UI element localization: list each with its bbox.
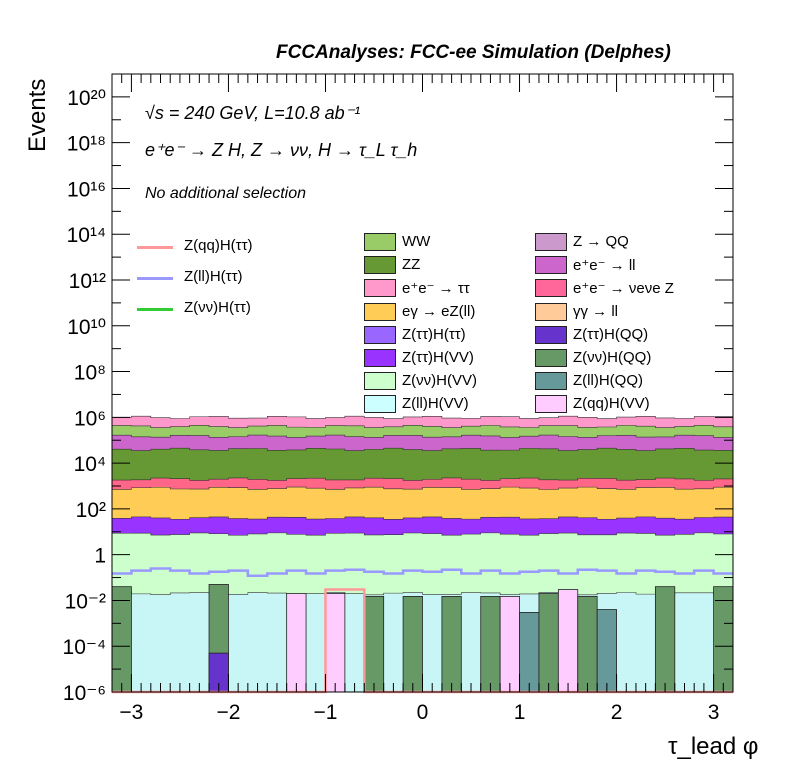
legend-label: Z(ττ)H(ττ) — [402, 325, 466, 343]
x-tick-label: −2 — [216, 701, 240, 724]
y-tick-label: 10⁻⁶ — [63, 682, 106, 705]
process-label: e⁺e⁻ → Z H, Z → νν, H → τ_L τ_h — [145, 140, 418, 160]
legend-swatch — [364, 302, 396, 321]
bin-bar-23 — [557, 589, 579, 693]
y-tick-label: 10⁻⁴ — [63, 636, 106, 659]
legend-swatch — [364, 233, 396, 251]
energy-label: √s = 240 GeV, L=10.8 ab⁻¹ — [145, 103, 361, 123]
legend-label: Z(ττ)H(QQ) — [573, 325, 649, 343]
y-tick-label: 10⁶ — [74, 407, 106, 430]
legend-label: eγ → eZ(ll) — [402, 302, 476, 320]
bin-bar-15 — [402, 596, 423, 693]
bin-bar-13 — [363, 596, 385, 693]
legend-label: WW — [402, 233, 431, 250]
y-tick-label: 10⁻² — [65, 590, 106, 613]
legend-swatch — [364, 395, 396, 414]
y-tick-label: 10⁴ — [74, 453, 106, 476]
x-tick-label: 0 — [417, 701, 429, 724]
legend-label: Z(νν)H(VV) — [402, 372, 477, 390]
x-tick-label: 1 — [514, 701, 526, 724]
y-tick-label: 10¹⁸ — [67, 133, 106, 156]
x-axis-label: τ_lead φ — [668, 733, 759, 760]
bin-bar-9 — [286, 593, 307, 693]
x-tick-label: 3 — [708, 701, 720, 724]
legend-swatch — [364, 349, 396, 367]
chart-header: FCCAnalyses: FCC-ee Simulation (Delphes) — [276, 42, 671, 63]
legend-swatch — [535, 372, 567, 391]
x-tick-label: 2 — [611, 701, 623, 724]
legend-label: Z(ll)H(VV) — [402, 395, 469, 413]
legend-label: Z(qq)H(ττ) — [184, 237, 253, 254]
legend-swatch — [364, 256, 396, 275]
selection-label: No additional selection — [145, 185, 306, 202]
y-tick-label: 10² — [76, 499, 106, 522]
y-tick-label: 10¹⁴ — [67, 224, 106, 247]
y-tick-label: 10¹² — [69, 270, 106, 293]
signal-line-ll — [112, 567, 733, 577]
legend-label: Z → QQ — [573, 233, 629, 250]
legend-swatch — [535, 256, 567, 275]
legend-line-2 — [137, 308, 173, 311]
legend-label: Z(ll)H(QQ) — [573, 372, 643, 390]
y-axis-label: Events — [24, 78, 51, 152]
legend-line-1 — [137, 277, 173, 280]
y-tick-label: 10²⁰ — [67, 87, 106, 110]
bin-bar-25 — [596, 609, 617, 693]
bin-bar-21 — [519, 612, 540, 693]
bin-bar-22 — [538, 593, 559, 693]
legend-label: Z(νν)H(ττ) — [184, 299, 251, 316]
y-tick-label: 10¹⁰ — [67, 316, 106, 339]
y-tick-label: 10¹⁶ — [67, 178, 106, 201]
legend-line-0 — [137, 246, 173, 249]
bin-bar-17 — [441, 596, 462, 693]
legend-swatch — [364, 279, 396, 298]
legend-label: Z(ll)H(ττ) — [184, 268, 243, 285]
bin-bar-20 — [499, 596, 520, 693]
legend-label: Z(νν)H(QQ) — [573, 349, 652, 366]
legend-label: e⁺e⁻ → ττ — [402, 280, 470, 298]
legend-swatch — [535, 279, 567, 298]
y-tick-label: 1 — [94, 545, 106, 568]
legend-swatch — [364, 325, 396, 344]
bin-bar-19 — [480, 596, 501, 693]
legend-swatch — [535, 395, 567, 414]
legend-label: γγ → ll — [573, 302, 618, 320]
bin-bar-11 — [325, 593, 346, 693]
legend-swatch — [535, 325, 567, 344]
legend-swatch — [535, 349, 567, 367]
legend-label: Z(qq)H(VV) — [573, 395, 650, 413]
legend-label: e⁺e⁻ → νeνe Z — [573, 280, 674, 298]
legend-label: Z(ττ)H(VV) — [402, 349, 474, 366]
legend-swatch — [535, 233, 567, 251]
legend-label: e⁺e⁻ → ll — [573, 257, 636, 275]
bin-bar-24 — [577, 596, 598, 693]
legend-label: ZZ — [402, 256, 421, 274]
bin-bar-28 — [654, 586, 676, 693]
bin-bar-0 — [111, 586, 132, 693]
x-tick-label: −1 — [313, 701, 337, 724]
legend-swatch — [535, 302, 567, 321]
y-tick-label: 10⁸ — [74, 362, 106, 385]
x-tick-label: −3 — [119, 701, 143, 724]
legend-swatch — [364, 372, 396, 391]
bin-bar-31 — [713, 586, 734, 693]
